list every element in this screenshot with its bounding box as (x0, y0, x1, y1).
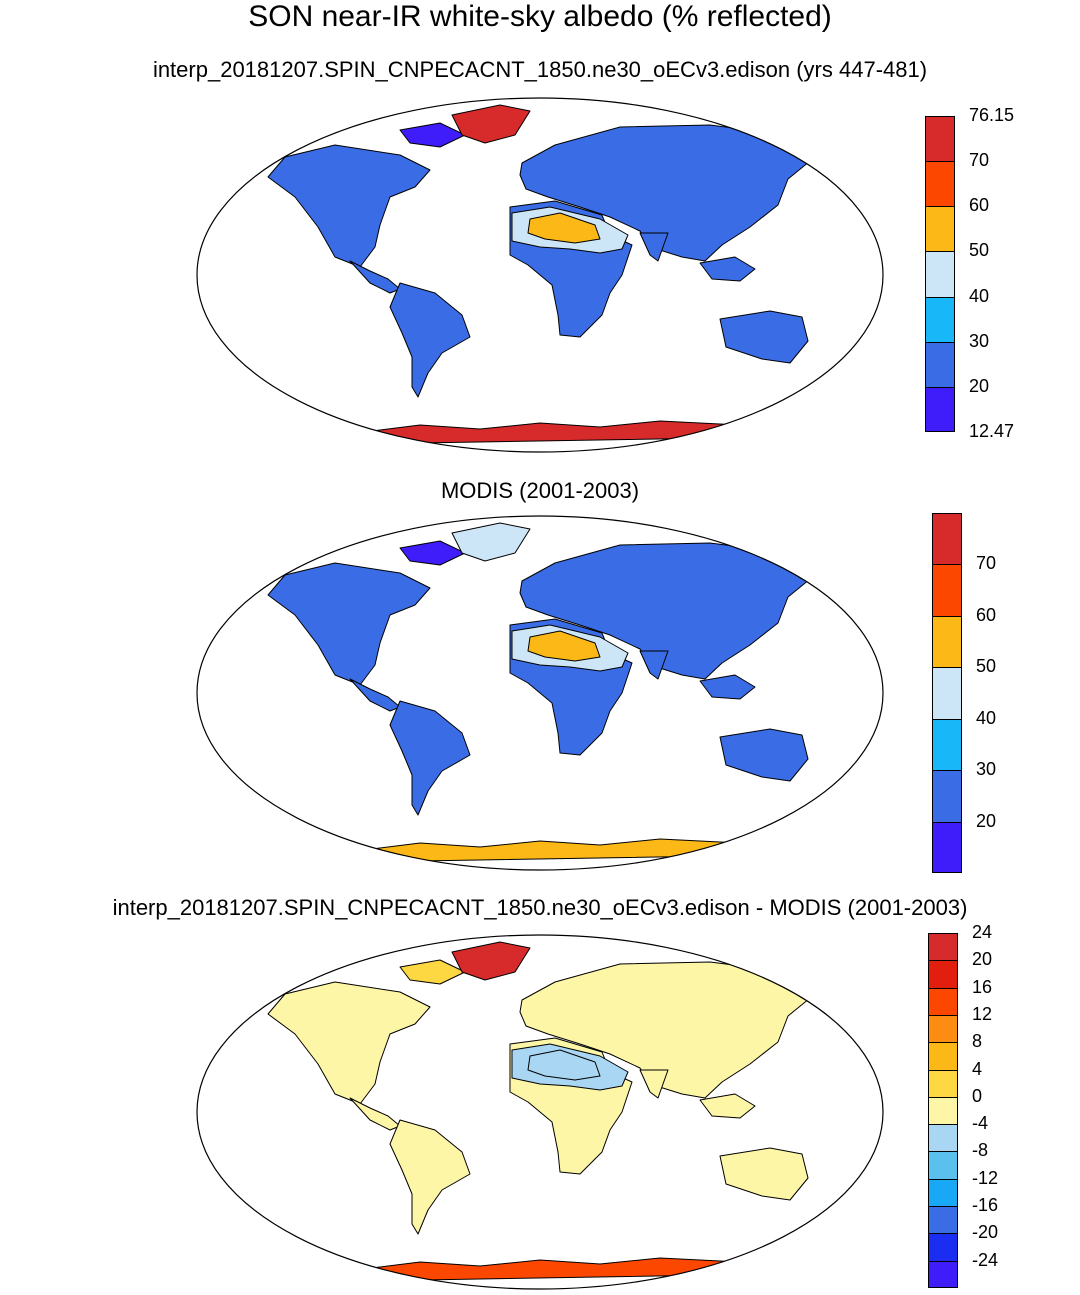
colorbar-swatch (925, 206, 955, 252)
greenland (451, 941, 531, 981)
colorbar-swatch (925, 296, 955, 342)
canadian-arctic (399, 959, 466, 985)
colorbar-swatch (928, 1042, 958, 1070)
colorbar-swatch (928, 933, 958, 961)
southeast-asia (699, 674, 756, 700)
eurasia (519, 542, 816, 680)
colorbar-label: 40 (976, 707, 997, 728)
colorbar-label: 30 (976, 759, 997, 780)
colorbar-swatch (925, 386, 955, 432)
colorbar-label: 60 (976, 604, 997, 625)
colorbar-label: 20 (969, 375, 990, 396)
colorbar-swatch (928, 1206, 958, 1234)
canadian-arctic (399, 540, 466, 566)
australia (719, 728, 809, 782)
eurasia (519, 124, 816, 262)
colorbar-label: 50 (969, 240, 990, 261)
colorbar-label: -20 (972, 1222, 999, 1243)
colorbar-swatch (928, 1124, 958, 1152)
south-america (389, 700, 471, 816)
colorbar-label: 70 (969, 150, 990, 171)
colorbar-swatch (932, 513, 962, 565)
sahara (527, 1049, 601, 1081)
north-america (267, 144, 431, 268)
antarctica (299, 1257, 781, 1283)
colorbar-label: -12 (972, 1167, 999, 1188)
map-border (196, 97, 884, 453)
colorbar-label: 76.15 (969, 105, 1015, 125)
antarctica (299, 838, 781, 864)
colorbar-swatch (932, 770, 962, 822)
canadian-arctic (399, 122, 466, 148)
greenland (451, 522, 531, 562)
colorbar-swatch (928, 1069, 958, 1097)
colorbar-label: 20 (972, 949, 993, 970)
colorbar-label: 8 (972, 1031, 983, 1052)
colorbar-swatch (925, 116, 955, 162)
colorbar-label: 4 (972, 1058, 983, 1079)
panel-2-subtitle: MODIS (2001-2003) (440, 478, 640, 503)
panel-1-map (196, 97, 884, 453)
colorbar-label: -4 (972, 1113, 989, 1134)
sahara (527, 630, 601, 662)
colorbar-label: -8 (972, 1140, 989, 1161)
sahara (527, 212, 601, 244)
southeast-asia (699, 256, 756, 282)
colorbar-swatch (928, 1151, 958, 1179)
colorbar-label: 12.47 (969, 421, 1015, 441)
colorbar-swatch (928, 1233, 958, 1261)
colorbar-swatch (928, 1096, 958, 1125)
panel-2-colorbar: 20 30 40 50 60 70 (932, 513, 1080, 873)
colorbar-label: -24 (972, 1249, 999, 1270)
india (639, 232, 669, 262)
india (639, 650, 669, 680)
panel-3-subtitle: interp_20181207.SPIN_CNPECACNT_1850.ne30… (112, 895, 968, 920)
colorbar-swatch (925, 251, 955, 297)
north-america (267, 981, 431, 1105)
australia (719, 1147, 809, 1201)
panel-3-colorbar: -24 -20 -16 -12 -8 -4 0 4 8 12 16 20 24 (928, 922, 1078, 1288)
figure-title: SON near-IR white-sky albedo (% reflecte… (248, 0, 832, 33)
colorbar-label: 20 (976, 810, 997, 831)
colorbar-label: 30 (969, 330, 990, 351)
antarctica (299, 420, 781, 446)
panel-3-map (196, 934, 884, 1290)
colorbar-swatch (928, 987, 958, 1015)
north-america (267, 562, 431, 686)
india (639, 1069, 669, 1099)
colorbar-swatch (928, 1260, 958, 1288)
colorbar-label: 60 (969, 195, 990, 216)
australia (719, 310, 809, 364)
panel-1-colorbar: 12.47 20 30 40 50 60 70 76.15 (925, 105, 1075, 441)
southeast-asia (699, 1093, 756, 1119)
colorbar-swatch (928, 1014, 958, 1043)
colorbar-label: 0 (972, 1085, 983, 1106)
colorbar-swatch (925, 341, 955, 387)
colorbar-swatch (932, 718, 962, 771)
panel-1-subtitle: interp_20181207.SPIN_CNPECACNT_1850.ne30… (152, 57, 928, 82)
colorbar-label: -16 (972, 1195, 999, 1216)
colorbar-swatch (932, 821, 962, 873)
greenland (451, 104, 531, 144)
colorbar-label: 12 (972, 1003, 993, 1024)
colorbar-label: 40 (969, 285, 990, 306)
colorbar-swatch (925, 161, 955, 207)
south-america (389, 282, 471, 398)
colorbar-swatch (932, 667, 962, 719)
colorbar-swatch (932, 615, 962, 668)
colorbar-label: 50 (976, 656, 997, 677)
colorbar-swatch (932, 564, 962, 616)
colorbar-label: 24 (972, 922, 993, 942)
map-border (196, 934, 884, 1290)
colorbar-label: 16 (972, 976, 993, 997)
map-border (196, 515, 884, 871)
panel-2-map (196, 515, 884, 871)
colorbar-swatch (928, 1178, 958, 1207)
colorbar-swatch (928, 960, 958, 988)
south-america (389, 1119, 471, 1235)
eurasia (519, 961, 816, 1099)
colorbar-label: 70 (976, 553, 997, 574)
